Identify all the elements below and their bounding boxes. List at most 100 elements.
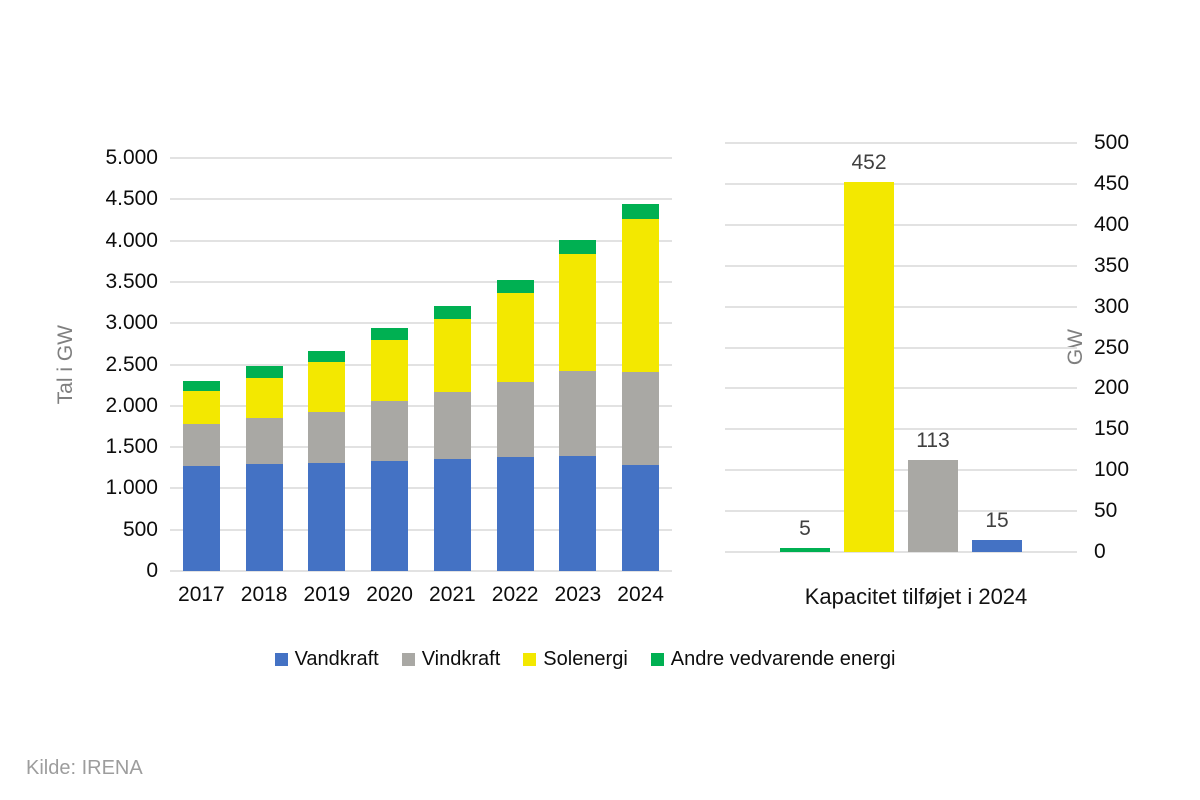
gridline <box>170 363 672 366</box>
left-y-axis-title-text: Tal i GW <box>54 324 77 405</box>
bar-segment-vindkraft-2020 <box>371 400 409 462</box>
bar-segment-solenergi-2019 <box>308 362 346 412</box>
legend-item-andre-vedvarende-energi: Andre vedvarende energi <box>650 648 896 671</box>
left-x-axis-label-2022: 2022 <box>491 583 539 606</box>
gridline <box>170 198 672 201</box>
left-y-axis-tick-label: 4.000 <box>105 228 158 252</box>
gridline <box>725 387 1077 390</box>
legend: Vandkraft Vindkraft Solenergi Andre vedvare… <box>0 648 1170 671</box>
right-y-axis-tick-label: 250 <box>1094 335 1130 359</box>
bar-segment-andre-vedvarende-energi-2019 <box>308 350 346 362</box>
left-y-axis-title: Tal i GW <box>50 158 82 571</box>
bar-segment-solenergi-2020 <box>371 339 409 401</box>
gridline <box>725 264 1077 267</box>
left-y-axis-tick-label: 3.500 <box>105 269 158 293</box>
bar-segment-vandkraft-2018 <box>245 464 283 571</box>
bar-value-label-vindkraft: 113 <box>916 428 950 452</box>
bar-segment-andre-vedvarende-energi-2022 <box>496 280 534 294</box>
bar-segment-solenergi-2024 <box>622 219 660 373</box>
legend-item-solenergi: Solenergi <box>523 648 628 671</box>
bar-segment-solenergi-2018 <box>245 377 283 419</box>
right-chart-title: Kapacitet tilføjet i 2024 <box>804 584 1028 609</box>
gridline <box>170 404 672 407</box>
right-y-axis-tick-label: 400 <box>1094 212 1130 236</box>
left-x-axis-label-2019: 2019 <box>303 583 351 606</box>
bar-segment-andre-vedvarende-energi-2020 <box>371 328 409 340</box>
bar-segment-vandkraft-2022 <box>496 456 534 571</box>
legend-swatch-andre-vedvarende-energi <box>650 653 664 666</box>
right-y-axis-tick-label: 50 <box>1094 499 1118 523</box>
legend-label-vindkraft: Vindkraft <box>421 648 501 670</box>
right-y-axis-tick-label: 100 <box>1094 458 1130 482</box>
left-y-axis-tick-label: 4.500 <box>105 187 158 211</box>
bar-segment-vandkraft-2024 <box>622 465 660 571</box>
gridline <box>170 322 672 325</box>
gridline <box>170 528 672 531</box>
bar-vandkraft <box>972 539 1022 552</box>
left-y-axis-tick-label: 2.500 <box>105 352 158 376</box>
bar-segment-vandkraft-2020 <box>371 461 409 571</box>
left-y-axis-tick-label: 0 <box>146 559 158 582</box>
source-note: Kilde: IRENA <box>26 757 143 779</box>
gridline <box>170 239 672 242</box>
left-x-axis-label-2020: 2020 <box>366 583 413 606</box>
legend-swatch-vindkraft <box>401 653 415 666</box>
gridline <box>725 469 1077 472</box>
right-y-axis-tick-label: 300 <box>1094 294 1130 318</box>
legend-item-vandkraft: Vandkraft <box>274 648 379 671</box>
bar-segment-vandkraft-2021 <box>433 459 471 571</box>
gridline <box>725 182 1077 185</box>
gridline <box>725 305 1077 308</box>
bar-segment-andre-vedvarende-energi-2024 <box>622 203 660 220</box>
right-y-axis-tick-label: 150 <box>1094 417 1130 441</box>
legend-swatch-solenergi <box>523 653 537 666</box>
left-x-axis-label-2023: 2023 <box>554 583 602 606</box>
left-y-axis-tick-label: 1.500 <box>105 435 158 459</box>
right-y-axis-tick-label: 350 <box>1094 253 1130 277</box>
bar-segment-vandkraft-2023 <box>559 455 597 571</box>
bar-segment-solenergi-2023 <box>559 253 597 372</box>
gridline <box>170 157 672 159</box>
gridline <box>170 280 672 283</box>
gridline <box>725 346 1077 349</box>
bar-segment-solenergi-2017 <box>182 391 220 424</box>
bar-solenergi <box>844 182 894 552</box>
bar-segment-vindkraft-2022 <box>496 381 534 457</box>
legend-item-vindkraft: Vindkraft <box>401 648 501 671</box>
legend-label-solenergi: Solenergi <box>543 648 628 670</box>
gridline <box>170 570 672 572</box>
gridline <box>725 223 1077 226</box>
left-y-axis-tick-label: 1.000 <box>105 476 158 500</box>
left-x-axis-label-2017: 2017 <box>178 583 225 606</box>
left-x-axis-label-2021: 2021 <box>429 583 476 606</box>
bar-segment-vandkraft-2017 <box>182 466 220 571</box>
bar-andre-vedvarende-energi <box>780 547 830 552</box>
bar-segment-vindkraft-2024 <box>622 372 660 466</box>
left-y-axis-tick-label: 5.000 <box>105 146 158 169</box>
bar-segment-vindkraft-2018 <box>245 418 283 465</box>
gridline <box>170 487 672 490</box>
bar-value-label-solenergi: 452 <box>851 151 887 175</box>
right-y-axis-tick-label: 200 <box>1094 376 1130 400</box>
right-y-axis-tick-label: 500 <box>1094 131 1130 154</box>
legend-label-andre-vedvarende-energi: Andre vedvarende energi <box>670 648 896 670</box>
bar-vindkraft <box>908 459 958 552</box>
bar-segment-andre-vedvarende-energi-2023 <box>559 240 597 254</box>
bar-segment-vandkraft-2019 <box>308 462 346 571</box>
bar-value-label-vandkraft: 15 <box>985 508 1009 532</box>
gridline <box>725 510 1077 513</box>
bar-segment-andre-vedvarende-energi-2021 <box>433 306 471 320</box>
bar-segment-vindkraft-2021 <box>433 391 471 460</box>
left-x-axis-label-2018: 2018 <box>240 583 288 606</box>
bar-segment-vindkraft-2017 <box>182 423 220 467</box>
right-y-axis-tick-label: 0 <box>1094 540 1106 563</box>
left-y-axis-tick-label: 3.000 <box>105 311 158 335</box>
bar-segment-andre-vedvarende-energi-2017 <box>182 380 220 392</box>
gridline <box>725 142 1077 144</box>
right-y-axis-tick-label: 450 <box>1094 171 1130 195</box>
bar-value-label-andre-vedvarende-energi: 5 <box>799 516 811 540</box>
bar-segment-vindkraft-2019 <box>308 411 346 463</box>
gridline <box>725 551 1077 553</box>
left-y-axis-tick-label: 2.000 <box>105 393 158 417</box>
